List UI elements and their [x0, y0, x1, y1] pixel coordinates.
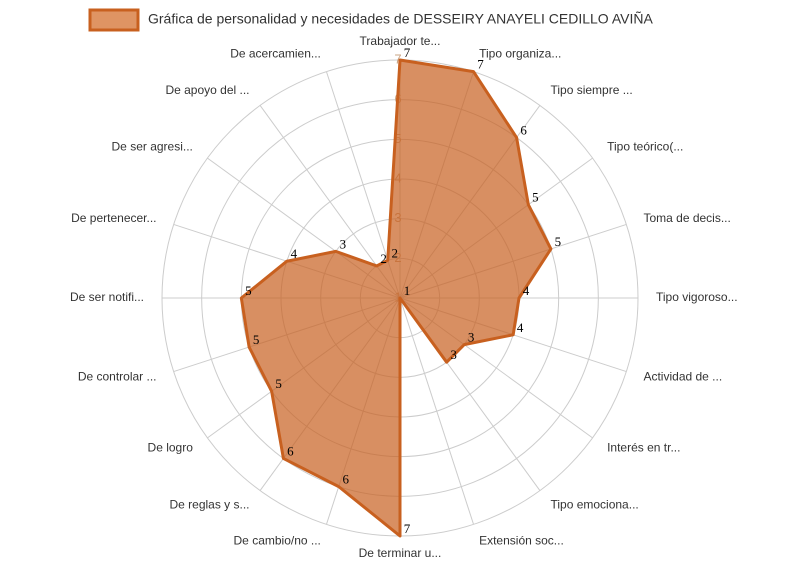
- data-label: 3: [468, 330, 475, 345]
- data-label: 5: [555, 234, 562, 249]
- spoke: [399, 297, 475, 525]
- data-label: 5: [275, 376, 282, 391]
- data-label: 6: [342, 472, 349, 487]
- data-label: 2: [391, 245, 398, 260]
- category-label: De pertenecer...: [71, 211, 156, 225]
- data-label: 2: [380, 251, 387, 266]
- category-label: Tipo vigoroso...: [656, 290, 738, 304]
- category-label: Tipo teórico(...: [607, 140, 683, 154]
- data-label: 4: [523, 283, 530, 298]
- category-label: Extensión soc...: [479, 534, 564, 548]
- data-label: 3: [450, 347, 457, 362]
- category-label: De logro: [148, 441, 194, 455]
- category-label: Interés en tr...: [607, 441, 680, 455]
- data-label: 7: [404, 45, 411, 60]
- data-label: 7: [477, 57, 484, 72]
- category-label: De apoyo del ...: [165, 83, 249, 97]
- category-label: De acercamien...: [230, 47, 321, 61]
- category-label: De reglas y s...: [169, 497, 249, 511]
- tick-label: 7: [394, 51, 401, 66]
- data-label: 5: [532, 190, 539, 205]
- category-label: Tipo organiza...: [479, 47, 561, 61]
- category-label: De controlar ...: [78, 369, 157, 383]
- category-label: Toma de decis...: [643, 211, 730, 225]
- data-label: 5: [245, 283, 252, 298]
- category-label: De terminar u...: [359, 546, 442, 560]
- data-label: 3: [340, 236, 347, 251]
- legend-swatch: [88, 8, 140, 32]
- category-label: Trabajador te...: [360, 34, 441, 48]
- legend-label: Gráfica de personalidad y necesidades de…: [148, 11, 653, 27]
- data-label: 4: [291, 246, 298, 261]
- data-label: 6: [287, 443, 294, 458]
- category-label: De ser agresi...: [112, 140, 193, 154]
- category-label: De cambio/no ...: [234, 534, 321, 548]
- category-label: Tipo siempre ...: [550, 83, 632, 97]
- radar-area: [239, 58, 553, 538]
- legend: Gráfica de personalidad y necesidades de…: [88, 8, 653, 32]
- data-label: 5: [253, 332, 260, 347]
- data-label: 7: [404, 521, 411, 536]
- data-label: 6: [520, 123, 527, 138]
- data-label: 1: [404, 283, 411, 298]
- category-label: Actividad de ...: [643, 369, 722, 383]
- category-label: Tipo emociona...: [550, 497, 638, 511]
- category-label: De ser notifi...: [70, 290, 144, 304]
- data-label: 4: [517, 320, 524, 335]
